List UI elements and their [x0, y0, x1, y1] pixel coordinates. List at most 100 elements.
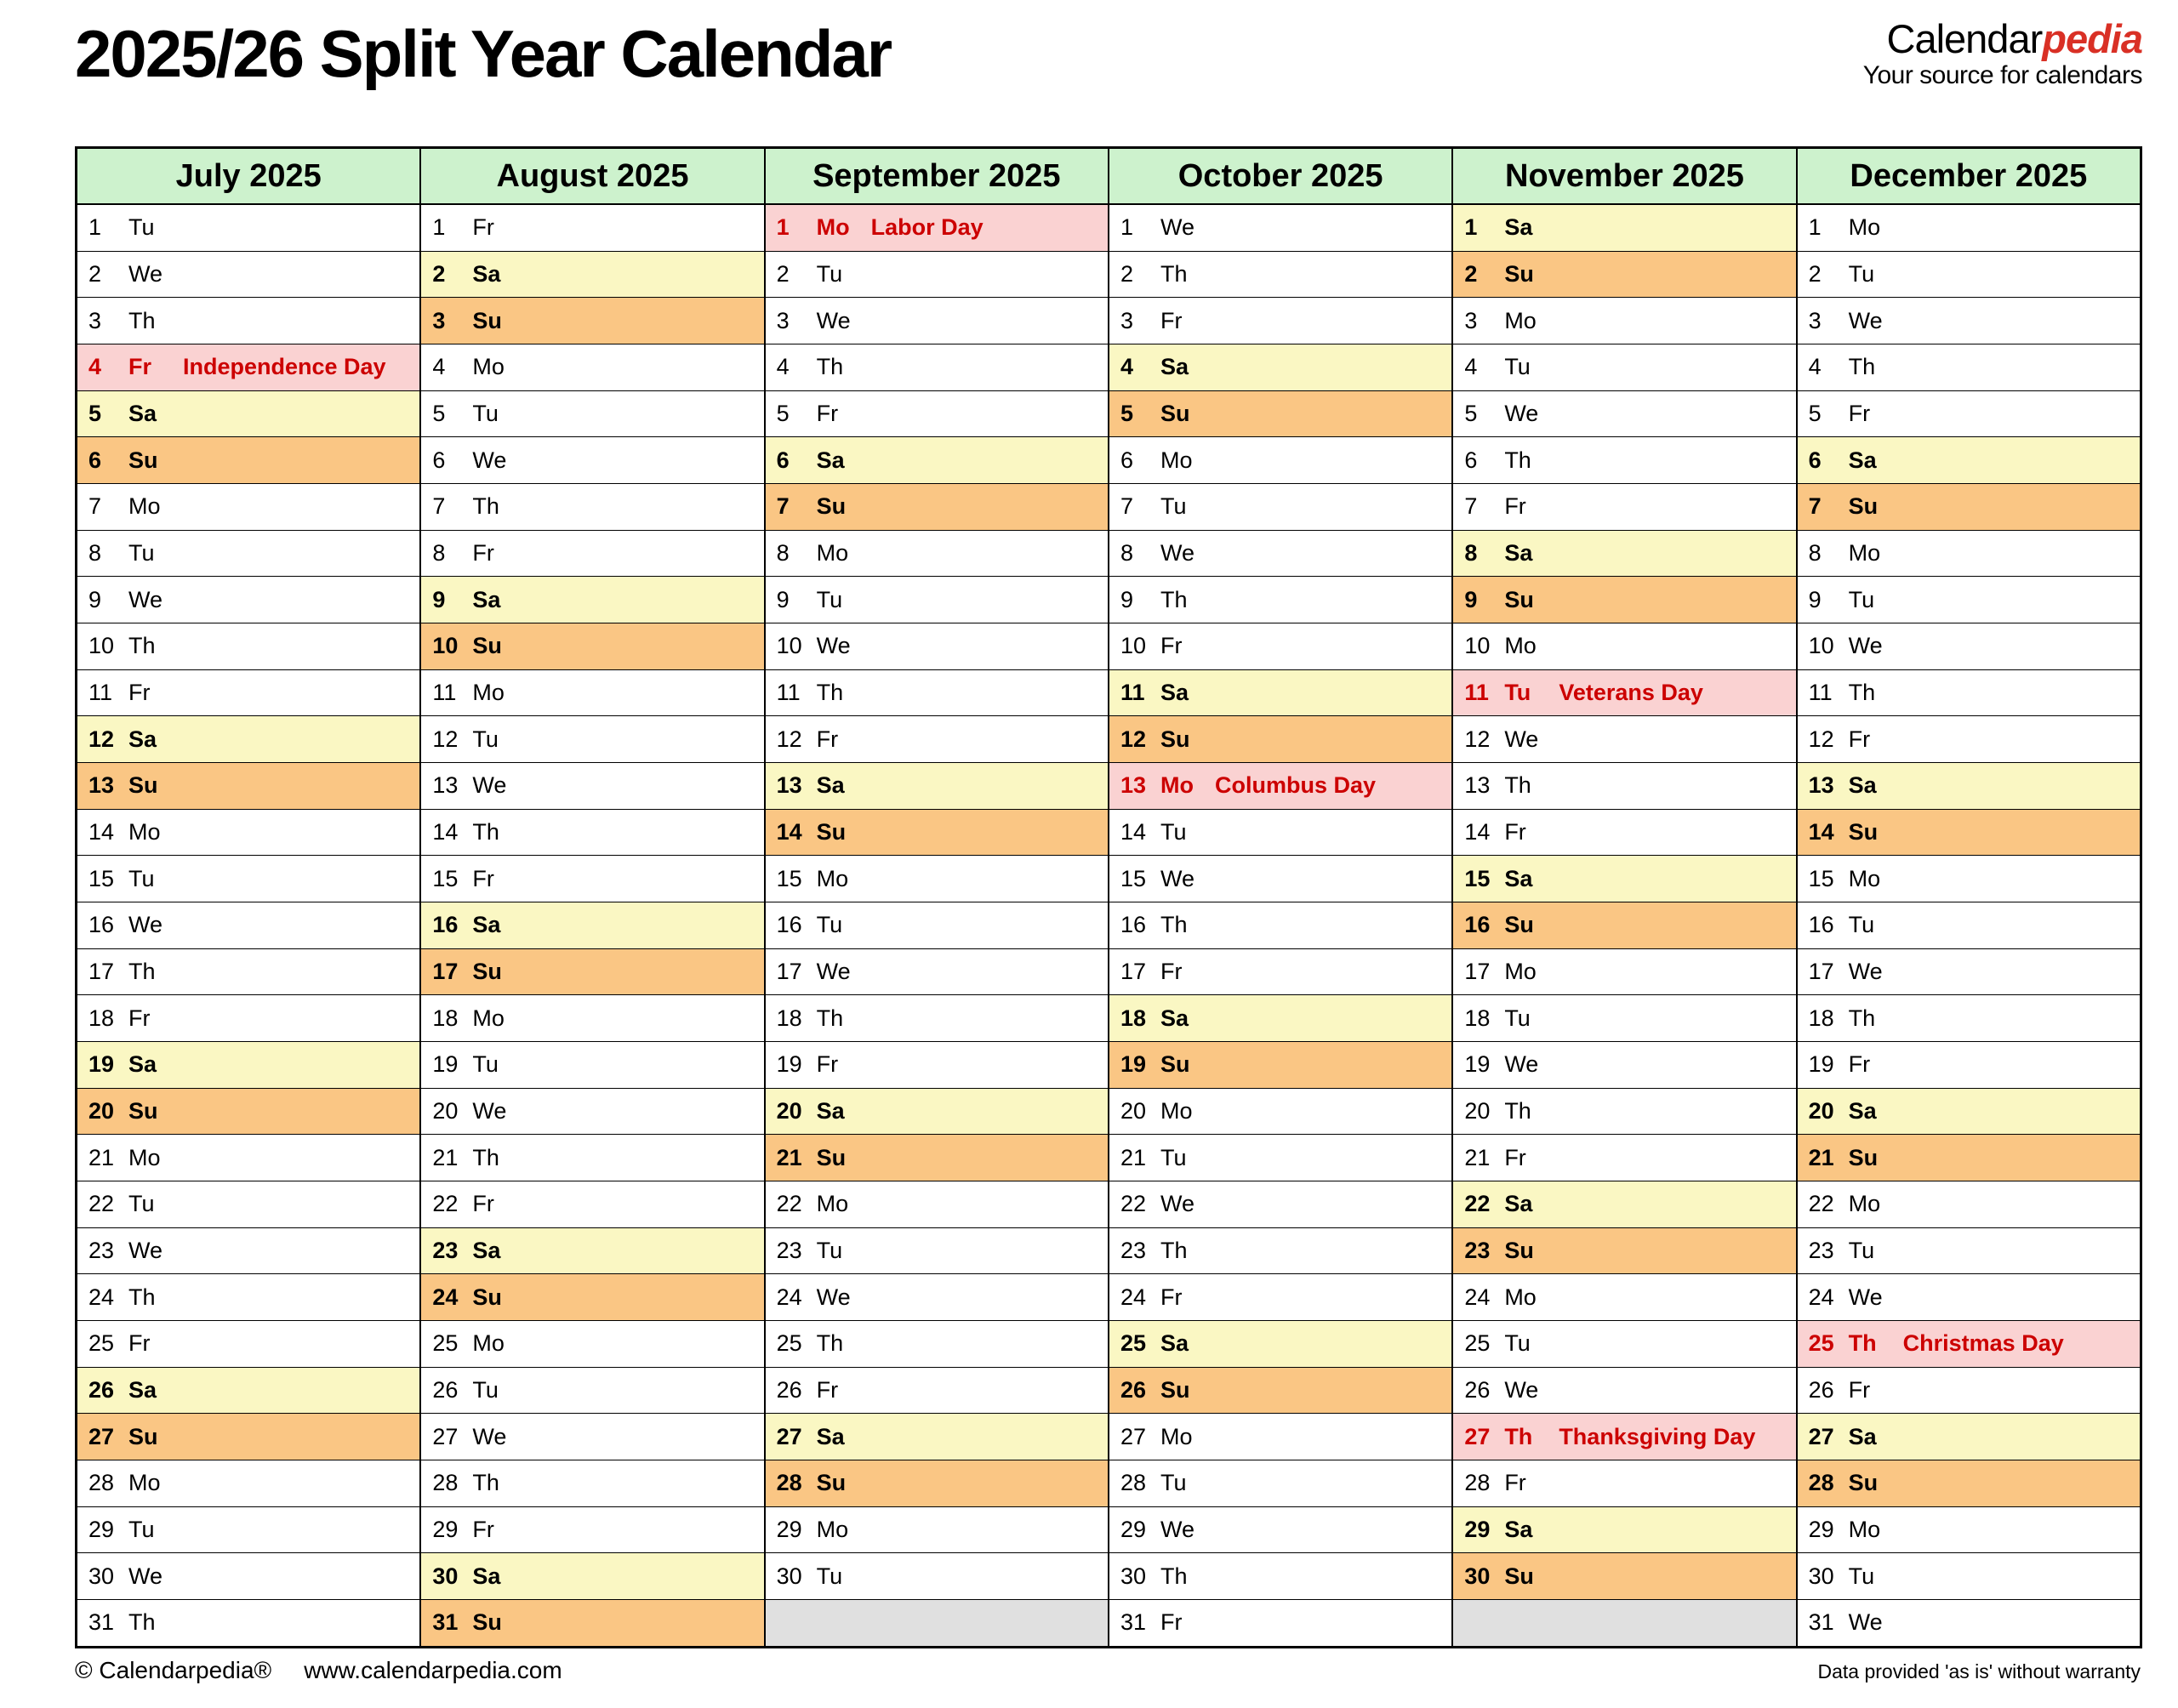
day-cell: 21 Th	[421, 1135, 764, 1182]
day-cell: 30 Tu	[1797, 1553, 2140, 1601]
day-number: 19	[88, 1051, 115, 1078]
day-cell: 12 Fr	[1797, 716, 2140, 764]
day-abbrev: Th	[1848, 1005, 1876, 1031]
day-cell: 21 Tu	[1109, 1135, 1452, 1182]
day-number: 14	[88, 819, 115, 845]
day-cell: 16 Tu	[765, 902, 1108, 949]
day-cell: 4 Tu	[1453, 344, 1796, 391]
day-abbrev: Su	[472, 1284, 502, 1310]
day-abbrev: Mo	[1504, 959, 1537, 985]
day-abbrev: We	[1848, 1609, 1883, 1636]
day-number: 18	[432, 1005, 459, 1031]
day-cell: 3 Fr	[1109, 298, 1452, 345]
month-header: September 2025	[765, 149, 1108, 205]
day-abbrev: Th	[816, 1330, 844, 1357]
day-abbrev: Fr	[816, 726, 839, 752]
day-number: 7	[1464, 493, 1478, 520]
day-number: 31	[432, 1609, 459, 1636]
day-number: 2	[432, 261, 446, 287]
day-number: 23	[776, 1238, 802, 1264]
day-abbrev: Sa	[816, 772, 845, 799]
day-cell: 1 Sa	[1453, 205, 1796, 252]
day-cell: 11 Th	[1797, 670, 2140, 717]
day-number: 30	[88, 1563, 115, 1589]
day-cell: 20 Mo	[1109, 1089, 1452, 1136]
day-abbrev: Th	[1160, 261, 1188, 287]
day-cell: 9 Tu	[1797, 577, 2140, 624]
day-number: 24	[432, 1284, 459, 1310]
day-number: 18	[776, 1005, 802, 1031]
day-number: 10	[1808, 633, 1834, 659]
day-number: 15	[432, 865, 459, 891]
day-number: 21	[432, 1144, 459, 1170]
day-cell: 25 Th Christmas Day	[1797, 1321, 2140, 1368]
day-number: 17	[1808, 959, 1834, 985]
day-number: 6	[1120, 447, 1134, 473]
day-abbrev: Fr	[1848, 401, 1871, 427]
day-abbrev: Tu	[1848, 912, 1875, 938]
day-abbrev: Mo	[472, 354, 505, 380]
day-cell: 23 Tu	[765, 1228, 1108, 1275]
day-cell: 30 Th	[1109, 1553, 1452, 1601]
day-cell: 20 Th	[1453, 1089, 1796, 1136]
footer-copyright: © Calendarpedia®	[75, 1657, 272, 1683]
day-abbrev: Tu	[1848, 261, 1875, 287]
day-cell: 9 We	[77, 577, 420, 624]
day-cell: 19 Fr	[1797, 1042, 2140, 1089]
day-cell: 14 Th	[421, 810, 764, 857]
day-number: 2	[1120, 261, 1134, 287]
day-abbrev: We	[128, 1563, 163, 1589]
day-abbrev: We	[1160, 540, 1194, 566]
day-number: 19	[432, 1051, 459, 1078]
day-abbrev: Tu	[1848, 1238, 1875, 1264]
day-cell: 16 Tu	[1797, 902, 2140, 949]
day-cell: 18 Fr	[77, 995, 420, 1043]
day-number: 21	[1464, 1144, 1491, 1170]
day-cell: 9 Su	[1453, 577, 1796, 624]
day-cell: 8 We	[1109, 531, 1452, 578]
day-abbrev: Mo	[816, 540, 849, 566]
day-number: 1	[88, 214, 102, 241]
day-number: 23	[432, 1238, 459, 1264]
day-cell: 8 Tu	[77, 531, 420, 578]
day-abbrev: Su	[128, 1098, 158, 1124]
day-number: 26	[776, 1377, 802, 1403]
day-number: 9	[432, 586, 446, 612]
day-abbrev: We	[472, 447, 507, 473]
day-cell: 12 Fr	[765, 716, 1108, 764]
day-abbrev: We	[1504, 401, 1539, 427]
day-abbrev: We	[1848, 307, 1883, 333]
day-number: 29	[432, 1517, 459, 1543]
day-cell: 5 Fr	[765, 391, 1108, 438]
month-header: November 2025	[1453, 149, 1796, 205]
day-number: 4	[88, 354, 102, 380]
day-abbrev: Sa	[1848, 772, 1877, 799]
day-cell: 14 Su	[1797, 809, 2140, 857]
day-abbrev: We	[128, 1238, 163, 1264]
day-abbrev: Su	[472, 633, 502, 659]
day-abbrev: Th	[1504, 1423, 1533, 1449]
day-number: 16	[1120, 912, 1147, 938]
day-abbrev: Th	[1160, 1238, 1188, 1264]
day-cell: 25 Th	[765, 1321, 1108, 1368]
day-number: 1	[1120, 214, 1134, 241]
day-cell: 24 Fr	[1109, 1274, 1452, 1322]
empty-cell	[1453, 1600, 1796, 1646]
day-abbrev: Mo	[1504, 1284, 1537, 1310]
day-number: 12	[776, 726, 802, 752]
day-cell: 21 Fr	[1453, 1135, 1796, 1182]
day-abbrev: We	[1848, 1284, 1883, 1310]
day-cell: 22 Mo	[1797, 1181, 2140, 1228]
day-number: 27	[776, 1423, 802, 1449]
day-abbrev: Tu	[816, 261, 843, 287]
day-number: 31	[1120, 1609, 1147, 1636]
day-cell: 16 Th	[1109, 902, 1452, 949]
day-abbrev: Su	[472, 959, 502, 985]
day-cell: 1 Mo Labor Day	[765, 205, 1108, 252]
day-abbrev: Th	[472, 493, 499, 520]
day-cell: 30 Sa	[421, 1553, 764, 1601]
day-abbrev: Th	[128, 959, 156, 985]
day-number: 22	[776, 1191, 802, 1217]
day-abbrev: Fr	[128, 1005, 151, 1031]
day-number: 21	[776, 1144, 802, 1170]
